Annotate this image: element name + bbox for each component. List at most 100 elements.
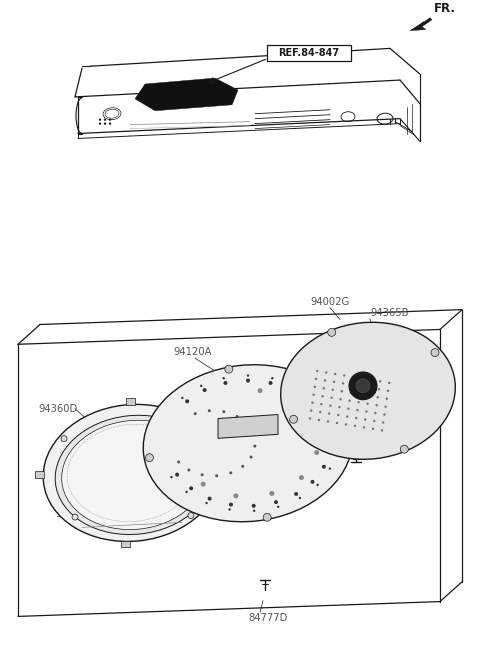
Circle shape bbox=[205, 502, 208, 504]
Circle shape bbox=[316, 370, 318, 372]
Circle shape bbox=[246, 379, 250, 382]
Circle shape bbox=[374, 412, 377, 414]
Ellipse shape bbox=[61, 420, 206, 529]
Circle shape bbox=[339, 398, 342, 400]
Circle shape bbox=[368, 394, 370, 397]
Circle shape bbox=[326, 430, 331, 434]
Ellipse shape bbox=[43, 404, 221, 541]
Circle shape bbox=[99, 123, 101, 125]
Circle shape bbox=[384, 405, 387, 408]
Ellipse shape bbox=[143, 365, 353, 522]
Circle shape bbox=[360, 385, 362, 388]
Circle shape bbox=[299, 475, 304, 480]
FancyBboxPatch shape bbox=[215, 444, 223, 451]
Circle shape bbox=[271, 377, 274, 379]
Circle shape bbox=[327, 448, 331, 452]
Circle shape bbox=[361, 377, 363, 380]
Circle shape bbox=[343, 375, 346, 377]
Circle shape bbox=[340, 419, 348, 426]
Circle shape bbox=[208, 409, 211, 412]
Circle shape bbox=[316, 483, 319, 486]
Circle shape bbox=[309, 417, 311, 420]
Circle shape bbox=[253, 445, 256, 447]
Circle shape bbox=[109, 123, 111, 125]
Circle shape bbox=[335, 449, 337, 451]
Circle shape bbox=[229, 472, 232, 474]
Circle shape bbox=[247, 375, 249, 377]
Circle shape bbox=[228, 508, 231, 510]
Circle shape bbox=[352, 376, 354, 378]
Circle shape bbox=[347, 407, 349, 410]
Circle shape bbox=[330, 396, 333, 399]
Circle shape bbox=[334, 373, 336, 375]
Text: 94120A: 94120A bbox=[173, 347, 212, 357]
Circle shape bbox=[201, 473, 204, 476]
Circle shape bbox=[145, 454, 154, 462]
Circle shape bbox=[319, 411, 322, 413]
Circle shape bbox=[277, 506, 279, 508]
Circle shape bbox=[313, 386, 316, 388]
Circle shape bbox=[311, 422, 316, 428]
Circle shape bbox=[252, 434, 255, 436]
Circle shape bbox=[334, 430, 336, 433]
Circle shape bbox=[185, 491, 188, 493]
Circle shape bbox=[322, 464, 326, 468]
Circle shape bbox=[253, 510, 255, 512]
Circle shape bbox=[359, 393, 361, 396]
Circle shape bbox=[109, 119, 111, 121]
Circle shape bbox=[346, 415, 348, 418]
Circle shape bbox=[370, 379, 372, 381]
Circle shape bbox=[207, 497, 212, 501]
Circle shape bbox=[72, 514, 78, 520]
Ellipse shape bbox=[281, 322, 456, 459]
Circle shape bbox=[186, 426, 192, 432]
Circle shape bbox=[323, 387, 325, 390]
Circle shape bbox=[322, 395, 324, 398]
Circle shape bbox=[400, 445, 408, 453]
Circle shape bbox=[351, 384, 353, 386]
Circle shape bbox=[189, 486, 193, 490]
Circle shape bbox=[363, 426, 365, 428]
Circle shape bbox=[379, 380, 382, 382]
Circle shape bbox=[170, 476, 173, 478]
Circle shape bbox=[345, 423, 347, 426]
Circle shape bbox=[290, 400, 295, 405]
Circle shape bbox=[378, 388, 380, 390]
Circle shape bbox=[329, 468, 331, 470]
Circle shape bbox=[314, 450, 319, 455]
Circle shape bbox=[311, 401, 313, 404]
FancyBboxPatch shape bbox=[126, 398, 135, 405]
Circle shape bbox=[241, 465, 244, 468]
Circle shape bbox=[385, 398, 388, 400]
Circle shape bbox=[269, 491, 275, 496]
Circle shape bbox=[311, 480, 314, 484]
Text: 94002G: 94002G bbox=[311, 297, 349, 307]
Circle shape bbox=[318, 419, 320, 421]
Circle shape bbox=[175, 472, 179, 476]
Circle shape bbox=[338, 406, 341, 408]
Circle shape bbox=[349, 392, 352, 394]
Circle shape bbox=[336, 422, 338, 424]
Circle shape bbox=[229, 502, 233, 506]
Polygon shape bbox=[135, 78, 238, 111]
Circle shape bbox=[104, 123, 106, 125]
Circle shape bbox=[320, 414, 324, 418]
Circle shape bbox=[99, 119, 101, 121]
Circle shape bbox=[324, 379, 326, 382]
Circle shape bbox=[274, 500, 278, 504]
Polygon shape bbox=[410, 18, 432, 31]
Circle shape bbox=[181, 397, 183, 399]
Circle shape bbox=[332, 388, 334, 391]
Circle shape bbox=[329, 405, 332, 407]
Circle shape bbox=[383, 413, 385, 416]
Circle shape bbox=[342, 382, 344, 384]
Circle shape bbox=[263, 514, 271, 522]
Text: 94363A: 94363A bbox=[55, 510, 94, 520]
Circle shape bbox=[187, 468, 191, 472]
Circle shape bbox=[299, 497, 301, 499]
Circle shape bbox=[222, 410, 226, 413]
Circle shape bbox=[104, 119, 106, 121]
Circle shape bbox=[356, 409, 359, 411]
Circle shape bbox=[382, 421, 384, 424]
Circle shape bbox=[320, 403, 323, 405]
